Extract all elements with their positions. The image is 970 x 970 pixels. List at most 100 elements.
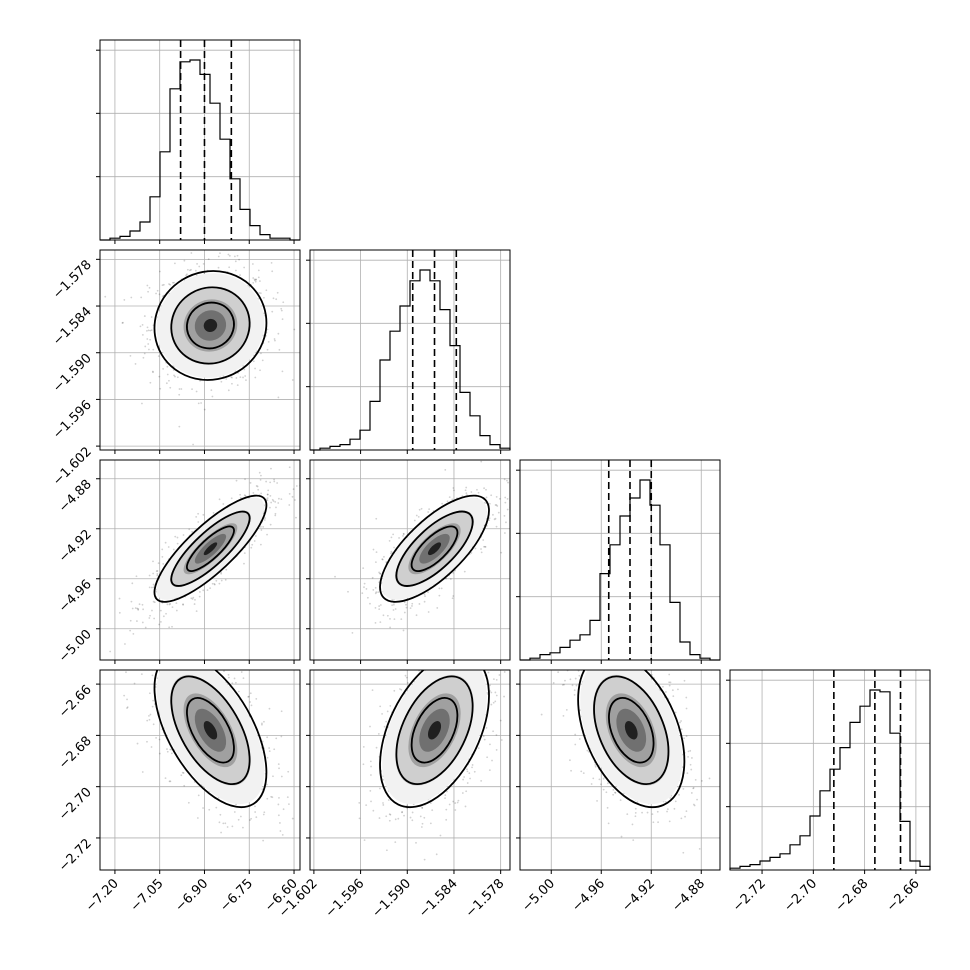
scatter-point <box>390 651 392 653</box>
scatter-point <box>160 620 162 623</box>
scatter-point <box>488 769 491 772</box>
scatter-point <box>123 299 126 301</box>
scatter-point <box>268 747 271 749</box>
scatter-point <box>466 768 468 771</box>
scatter-point <box>379 572 382 575</box>
scatter-point <box>136 620 138 622</box>
density-fill <box>427 542 442 556</box>
scatter-point <box>279 830 282 832</box>
scatter-point <box>379 621 382 624</box>
scatter-point <box>406 804 408 807</box>
scatter-point <box>421 822 424 825</box>
scatter-point <box>474 547 477 550</box>
scatter-point <box>142 608 145 611</box>
panel-content <box>109 466 300 653</box>
scatter-point <box>235 479 238 482</box>
scatter-point <box>618 662 620 664</box>
density-panel-1-3: −1.602 −1.596 −1.590 −1.584 −1.578 <box>276 634 511 921</box>
scatter-point <box>157 355 160 358</box>
scatter-point <box>374 586 377 589</box>
scatter-point <box>227 253 230 256</box>
scatter-point <box>374 606 377 609</box>
scatter-point <box>194 632 196 634</box>
scatter-point <box>124 643 126 645</box>
scatter-point <box>269 481 272 484</box>
scatter-point <box>189 269 191 272</box>
scatter-point <box>125 671 127 674</box>
scatter-point <box>149 614 151 617</box>
scatter-point <box>169 386 172 389</box>
scatter-point <box>457 643 459 645</box>
scatter-point <box>291 379 294 381</box>
scatter-point <box>203 408 206 411</box>
scatter-point <box>267 489 270 492</box>
scatter-point <box>242 376 244 379</box>
scatter-point <box>174 535 177 538</box>
scatter-point <box>363 582 366 585</box>
y-tick-label: −1.584 <box>50 304 95 349</box>
scatter-point <box>488 519 491 522</box>
scatter-point <box>152 723 155 726</box>
scatter-point <box>370 774 372 776</box>
scatter-point <box>235 803 237 806</box>
scatter-point <box>239 274 241 276</box>
scatter-point <box>277 502 280 504</box>
scatter-point <box>440 587 443 590</box>
scatter-point <box>180 388 183 390</box>
scatter-point <box>459 661 461 663</box>
scatter-point <box>175 602 178 605</box>
scatter-point <box>481 635 483 637</box>
scatter-point <box>150 316 153 318</box>
scatter-point <box>505 634 507 636</box>
scatter-point <box>347 590 349 593</box>
scatter-point <box>174 654 176 656</box>
scatter-point <box>363 839 366 842</box>
scatter-point <box>482 735 485 738</box>
scatter-point <box>363 586 365 589</box>
scatter-point <box>266 756 269 759</box>
scatter-point <box>463 646 465 648</box>
scatter-point <box>261 723 263 726</box>
scatter-point <box>383 725 386 728</box>
scatter-point <box>263 811 266 814</box>
scatter-point <box>152 560 154 563</box>
scatter-point <box>266 348 269 351</box>
scatter-point <box>155 737 157 739</box>
scatter-point <box>190 597 193 600</box>
scatter-point <box>397 817 400 820</box>
scatter-point <box>480 779 483 782</box>
scatter-point <box>393 546 395 549</box>
scatter-point <box>156 574 159 577</box>
scatter-point <box>401 645 403 647</box>
scatter-point <box>228 266 231 269</box>
scatter-point <box>159 609 162 612</box>
scatter-point <box>415 614 418 617</box>
scatter-point <box>262 813 265 816</box>
scatter-point <box>178 393 181 396</box>
scatter-point <box>176 542 179 545</box>
scatter-point <box>211 395 214 398</box>
scatter-point <box>164 541 167 544</box>
scatter-point <box>450 641 452 643</box>
scatter-point <box>255 485 258 487</box>
scatter-point <box>477 665 479 667</box>
scatter-point <box>421 806 424 809</box>
scatter-point <box>293 328 296 331</box>
scatter-point <box>500 551 503 554</box>
scatter-point <box>197 402 200 405</box>
scatter-point <box>479 643 481 645</box>
scatter-point <box>168 626 171 629</box>
scatter-point <box>288 504 291 506</box>
scatter-point <box>495 694 498 697</box>
scatter-point <box>109 650 112 653</box>
density-panel-0-1: −1.602−1.596−1.590−1.584−1.578 <box>50 249 301 489</box>
scatter-point <box>673 807 676 810</box>
scatter-point <box>162 663 164 665</box>
scatter-point <box>182 772 185 774</box>
scatter-point <box>483 738 486 741</box>
histogram-panel-3: −2.72 −2.70 −2.68 −2.66 <box>726 669 931 915</box>
scatter-point <box>195 516 198 518</box>
scatter-point <box>186 273 188 276</box>
scatter-point <box>471 764 474 766</box>
scatter-point <box>269 494 272 497</box>
